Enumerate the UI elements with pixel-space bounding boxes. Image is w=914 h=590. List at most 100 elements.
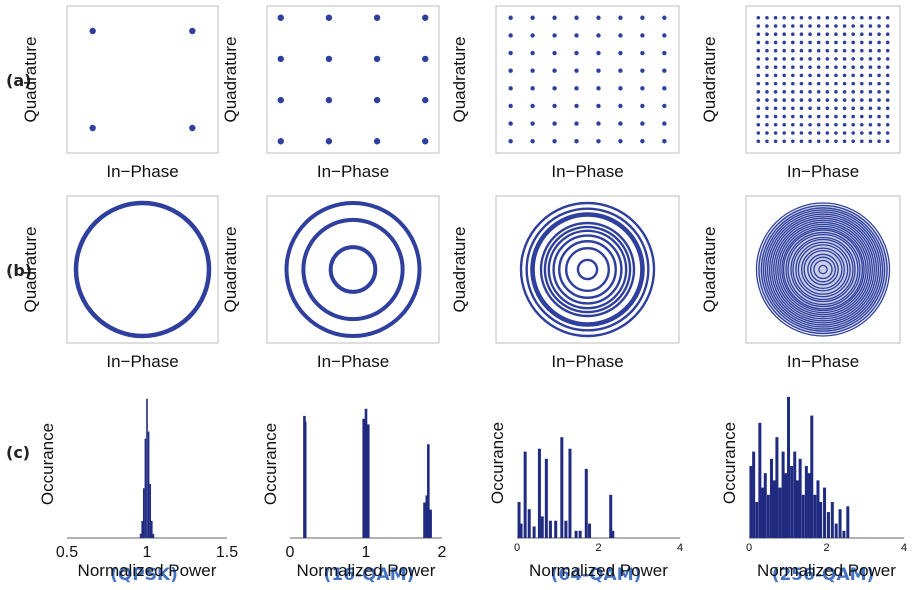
constellation-point: [877, 15, 881, 20]
constellation-point: [885, 106, 890, 111]
constellation-point: [552, 139, 557, 144]
constellation-point: [868, 24, 873, 28]
x-axis-label: In−Phase: [551, 162, 623, 181]
ring: [803, 249, 843, 290]
constellation-point: [877, 122, 881, 127]
constellation-point: [816, 90, 821, 94]
constellation-point: [825, 24, 830, 28]
constellation-point: [662, 68, 667, 73]
y-axis-label: Occurance: [38, 423, 57, 505]
constellation-point: [791, 90, 795, 94]
constellation-point: [552, 121, 557, 126]
constellation-point: [816, 122, 821, 127]
constellation-point: [825, 106, 830, 111]
constellation-point: [640, 15, 645, 20]
constellation-point: [825, 65, 830, 69]
constellation-point: [885, 122, 890, 127]
constellation-point: [791, 114, 795, 119]
ring: [810, 256, 836, 283]
constellation-point: [325, 55, 333, 63]
constellation-point: [860, 131, 864, 135]
x-tick-label: 1.5: [216, 544, 238, 561]
ring: [760, 207, 886, 332]
constellation-point: [756, 139, 761, 144]
ring: [797, 244, 849, 295]
histogram-bar: [537, 448, 541, 538]
constellation-point: [277, 96, 284, 104]
constellation-point: [277, 14, 284, 21]
ring: [543, 225, 632, 314]
ring: [766, 213, 880, 326]
histogram-bar: [846, 506, 850, 538]
constellation-point: [868, 73, 873, 78]
constellation-point: [799, 98, 804, 102]
constellation-point: [868, 114, 873, 119]
constellation-point: [816, 98, 821, 102]
histogram-bar: [778, 487, 782, 538]
plot-frame: [66, 195, 219, 344]
y-axis-label: Quadrature: [221, 227, 240, 313]
constellation-point: [791, 139, 795, 144]
constellation-point: [877, 57, 881, 61]
constellation-point: [574, 33, 579, 38]
constellation-point: [662, 139, 667, 144]
constellation-point: [842, 32, 847, 37]
constellation-point: [773, 73, 778, 78]
constellation-point: [782, 32, 786, 37]
histogram-bar: [804, 466, 808, 538]
constellation-point: [842, 24, 847, 28]
constellation-point: [877, 32, 881, 37]
constellation-point: [868, 32, 873, 37]
ring: [576, 258, 599, 281]
constellation-point: [89, 124, 96, 132]
constellation-point: [799, 122, 804, 127]
constellation-point: [791, 73, 795, 78]
constellation-point: [756, 122, 761, 127]
histogram-bar: [790, 466, 794, 538]
x-axis-label: In−Phase: [317, 352, 389, 371]
constellation-point: [640, 103, 645, 109]
constellation-point: [885, 15, 890, 20]
constellation-point: [765, 106, 769, 111]
constellation-point: [868, 122, 873, 127]
constellation-point: [799, 90, 804, 94]
histogram-bar: [519, 523, 523, 538]
row-label-a: (a): [6, 71, 31, 90]
x-axis-label: Normalized Power: [529, 561, 668, 580]
constellation-point: [791, 48, 795, 53]
histogram-bar: [147, 431, 150, 538]
histogram-bar: [775, 437, 779, 538]
constellation-point: [825, 73, 830, 78]
constellation-point: [825, 40, 830, 45]
constellation-point: [825, 114, 830, 119]
constellation-point: [851, 40, 855, 45]
constellation-point: [885, 24, 890, 28]
constellation-point: [574, 139, 579, 144]
constellation-point: [877, 114, 881, 119]
constellation-point: [816, 57, 821, 61]
constellation-point: [782, 90, 786, 94]
constellation-point: [662, 15, 667, 20]
constellation-point: [877, 81, 881, 86]
constellation-point: [782, 122, 786, 127]
constellation-point: [773, 131, 778, 135]
constellation-point: [791, 57, 795, 61]
constellation-point: [773, 65, 778, 69]
constellation-point: [816, 48, 821, 53]
constellation-point: [834, 81, 838, 86]
y-axis-label: Quadrature: [700, 37, 719, 123]
constellation-point: [860, 90, 864, 94]
constellation-point: [834, 32, 838, 37]
constellation-point: [799, 131, 804, 135]
constellation-point: [816, 73, 821, 78]
histogram-bar: [574, 530, 578, 538]
ring: [764, 211, 882, 328]
x-axis-label: Normalized Power: [757, 561, 896, 580]
x-tick-label: 1: [362, 544, 371, 561]
constellation-point: [765, 24, 769, 28]
constellation-point: [808, 73, 812, 78]
x-axis-label: Normalized Power: [78, 561, 217, 580]
constellation-point: [422, 96, 429, 104]
constellation-point: [816, 15, 821, 20]
histogram-bar: [523, 451, 527, 538]
